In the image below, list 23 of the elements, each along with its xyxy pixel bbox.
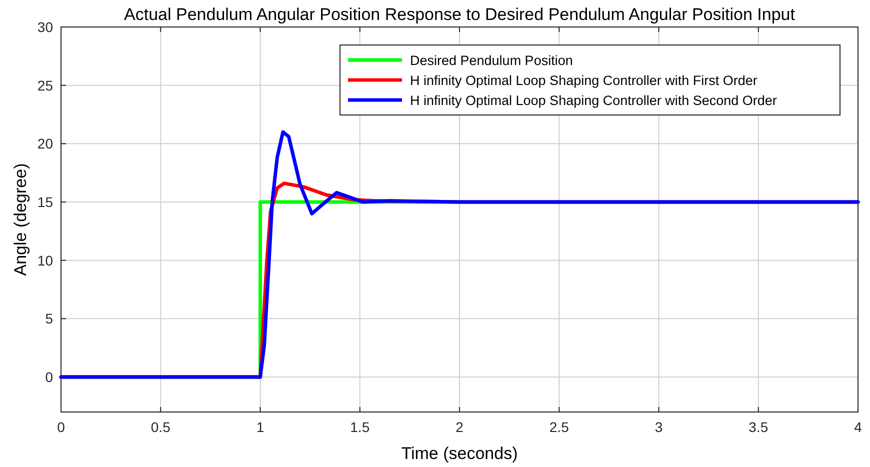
y-tick-label: 15 — [37, 194, 54, 210]
x-tick-label: 1.5 — [350, 419, 370, 435]
x-tick-label: 2 — [456, 419, 464, 435]
y-tick-label: 5 — [45, 310, 54, 327]
line-series — [59, 130, 860, 379]
x-tick-label: 2.5 — [549, 419, 570, 435]
x-tick-label: 3.5 — [748, 419, 768, 435]
y-tick-label: 20 — [37, 136, 54, 152]
x-tick-label: 1 — [256, 419, 264, 435]
x-tick-label: 4 — [854, 419, 862, 435]
legend-label: H infinity Optimal Loop Shaping Controller with First Order — [410, 73, 758, 88]
x-tick-label: 0 — [57, 419, 66, 435]
y-tick-label: 0 — [45, 369, 54, 385]
chart-title: Actual Pendulum Angular Position Response to Desired Pendulum Angular Position Input — [124, 5, 796, 24]
y-axis-title: Angle (degree) — [11, 163, 30, 276]
y-tick-label: 25 — [37, 77, 54, 94]
x-axis-title: Time (seconds) — [401, 444, 518, 463]
legend-label: H infinity Optimal Loop Shaping Controller with Second Order — [410, 93, 778, 108]
legend-label: Desired Pendulum Position — [410, 53, 573, 68]
x-tick-label: 3 — [654, 419, 663, 435]
x-tick-label: 0.5 — [150, 419, 171, 435]
y-tick-label: 30 — [37, 19, 54, 35]
y-tick-label: 10 — [37, 252, 54, 268]
